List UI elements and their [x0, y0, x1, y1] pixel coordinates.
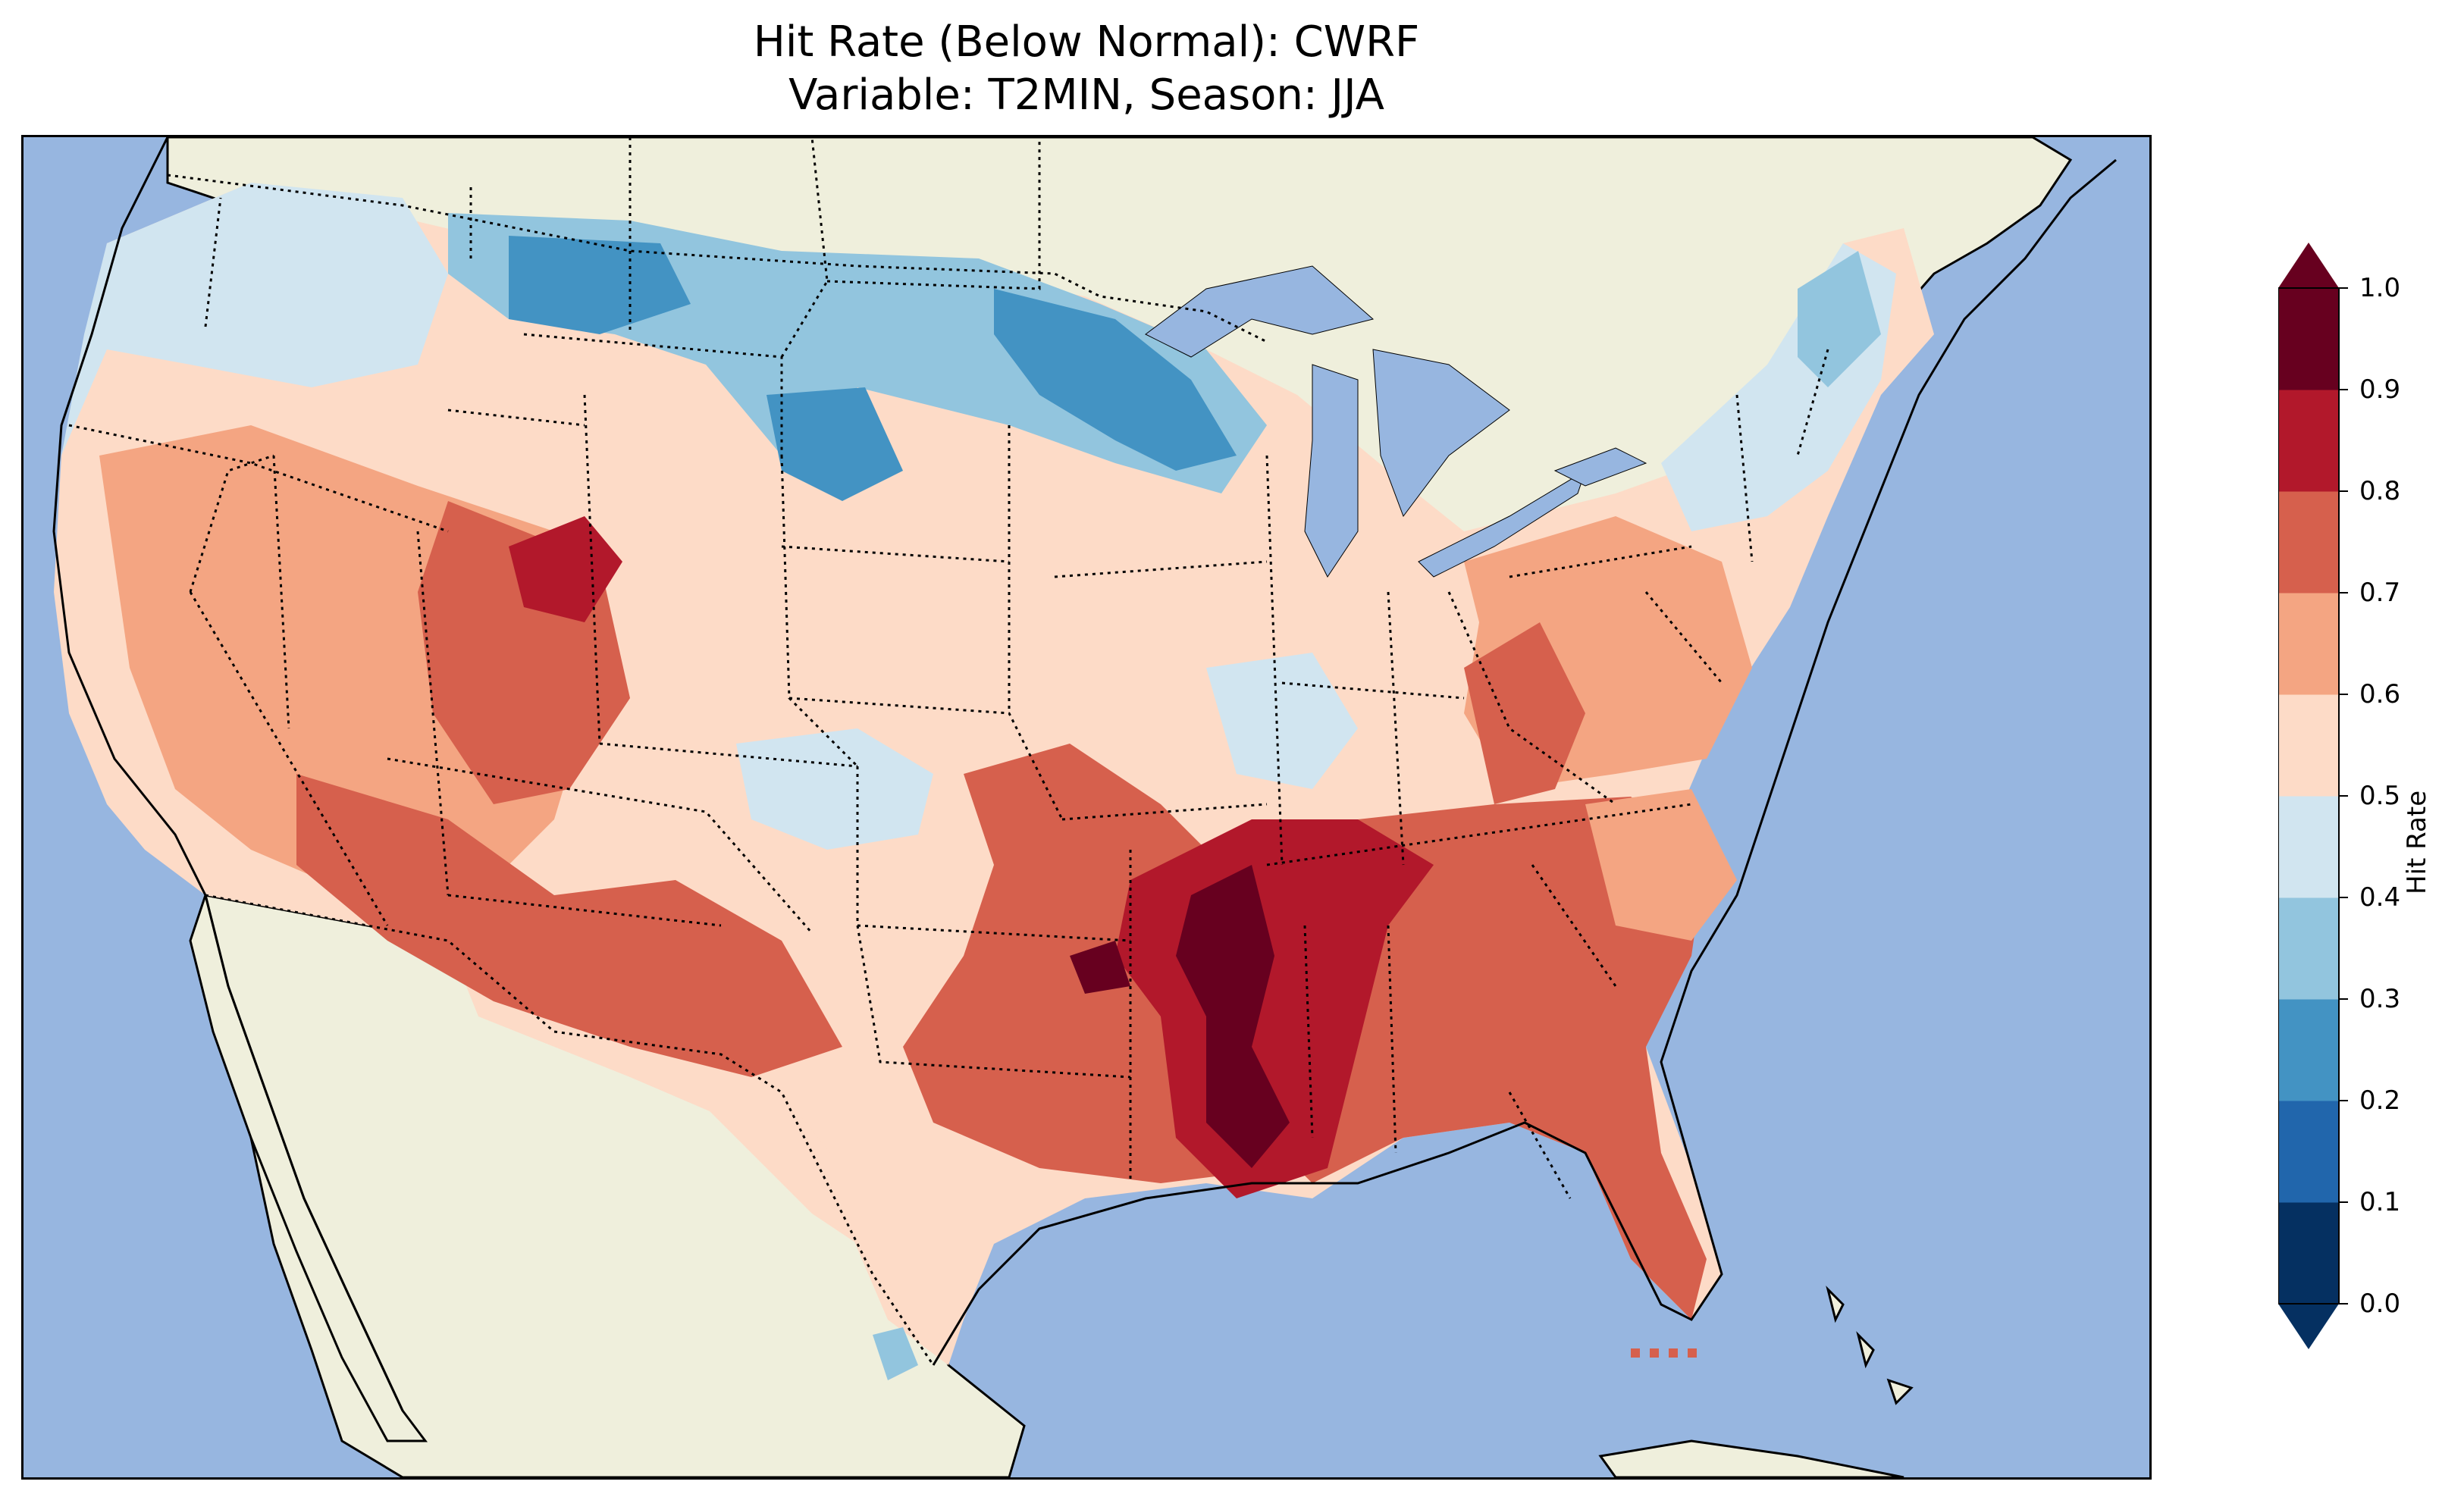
colorbar-bin — [2278, 897, 2339, 1000]
region-maine-core — [1798, 251, 1881, 387]
colorbar-tick-label: 0.7 — [2359, 578, 2401, 608]
region-texas-coast-blue — [873, 1327, 918, 1380]
map-canvas — [52, 137, 2117, 1477]
colorbar-tick-label: 0.3 — [2359, 984, 2401, 1014]
colorbar-bin — [2278, 796, 2339, 898]
colorbar — [2278, 243, 2348, 1349]
lake-ontario — [1553, 447, 1647, 487]
state-borders — [68, 137, 1829, 1199]
map-panel — [21, 135, 2152, 1480]
colorbar-bin — [2278, 999, 2339, 1101]
colorbar-tick-label: 0.1 — [2359, 1187, 2401, 1217]
region-appalachia-core — [1464, 622, 1585, 804]
colorbar-extend-max — [2278, 243, 2339, 288]
coastlines — [52, 137, 2117, 1411]
chart-title-line-1: Hit Rate (Below Normal): CWRF — [753, 17, 1420, 67]
us-canada-border — [167, 174, 1268, 343]
region-dakotas-core — [766, 387, 903, 501]
colorbar-bin — [2278, 491, 2339, 594]
chart-title-line-2: Variable: T2MIN, Season: JJA — [788, 70, 1384, 120]
colorbar-tick-label: 0.9 — [2359, 374, 2401, 405]
colorbar-extend-min — [2278, 1304, 2339, 1349]
lake-michigan — [1304, 364, 1359, 578]
colorbar-tick-label: 0.8 — [2359, 476, 2401, 506]
colorbar-tick-label: 0.4 — [2359, 882, 2401, 913]
bahamas-islands — [1826, 1286, 1914, 1405]
colorbar-tick-label: 1.0 — [2359, 273, 2401, 303]
colorbar-bin — [2278, 1101, 2339, 1203]
colorbar-tick-label: 0.0 — [2359, 1289, 2401, 1319]
region-pacific-northwest — [61, 183, 448, 456]
region-wyoming-core — [509, 516, 622, 622]
florida-keys — [1631, 1348, 1697, 1358]
region-carolinas — [1585, 789, 1737, 941]
lake-huron — [1372, 349, 1510, 518]
region-central-plains-blue — [736, 728, 933, 850]
colorbar-bin — [2278, 1202, 2339, 1305]
cuba-land — [1598, 1439, 1904, 1477]
colorbar-tick-label: 0.2 — [2359, 1085, 2401, 1116]
hit-rate-field — [54, 183, 1934, 1380]
region-upper-midwest-core — [994, 289, 1237, 471]
colorbar-bin — [2278, 694, 2339, 797]
colorbar-bin — [2278, 593, 2339, 695]
colorbar-label: Hit Rate — [2402, 790, 2432, 894]
region-oklahoma-core — [1070, 941, 1130, 994]
region-montana-core — [509, 236, 691, 334]
colorbar-tick-label: 0.5 — [2359, 781, 2401, 811]
region-southwest — [296, 774, 842, 1077]
lake-superior — [1145, 265, 1375, 358]
colorbar-tick-label: 0.6 — [2359, 679, 2401, 709]
colorbar-bin — [2278, 390, 2339, 492]
colorbar-bin — [2278, 288, 2339, 390]
us-mexico-border — [205, 894, 935, 1366]
region-texas-west — [676, 1077, 857, 1244]
lake-erie — [1418, 469, 1586, 578]
region-lower-mississippi-core — [1176, 865, 1290, 1168]
